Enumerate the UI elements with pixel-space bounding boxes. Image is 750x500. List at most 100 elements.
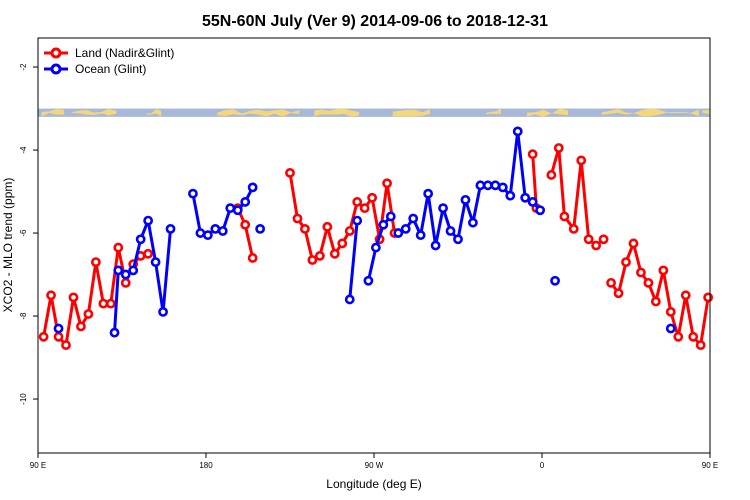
data-point — [53, 331, 64, 342]
data-point — [468, 217, 478, 228]
strip-land-patch — [486, 108, 501, 115]
data-point — [430, 240, 441, 251]
data-point — [98, 298, 109, 309]
data-point — [680, 290, 691, 301]
data-point — [83, 309, 94, 319]
strip-land-patch — [527, 108, 569, 117]
data-point — [482, 180, 493, 191]
data-point — [46, 290, 56, 301]
data-point — [225, 203, 236, 214]
y-tick-label: -8 — [19, 312, 28, 320]
data-point — [576, 155, 587, 166]
data-point — [598, 234, 609, 245]
data-point — [527, 197, 538, 207]
data-point — [636, 267, 646, 278]
land-ocean-strip — [38, 108, 710, 117]
data-point — [128, 265, 139, 276]
data-point — [363, 275, 374, 286]
data-point — [490, 180, 501, 191]
x-axis-label: Longitude (deg E) — [326, 477, 421, 491]
data-point — [202, 230, 213, 241]
data-point — [143, 215, 154, 226]
data-point — [68, 292, 79, 303]
data-point — [292, 213, 303, 224]
data-point — [408, 213, 419, 224]
data-point — [113, 242, 124, 253]
legend-label-land: Land (Nadir&Glint) — [75, 46, 174, 60]
series-line — [236, 207, 255, 259]
series-land — [38, 143, 714, 350]
data-point — [322, 221, 333, 232]
strip-ocean-band — [38, 108, 710, 117]
strip-land-patch — [314, 108, 360, 117]
data-point — [158, 306, 168, 317]
data-point — [232, 205, 243, 216]
data-point — [53, 323, 64, 334]
data-point — [165, 223, 176, 234]
strip-land-patch — [71, 108, 117, 116]
data-point — [559, 211, 570, 222]
data-point — [665, 323, 676, 334]
data-point — [195, 228, 206, 238]
data-point — [445, 226, 456, 236]
data-point — [527, 149, 538, 160]
data-point — [613, 288, 624, 299]
data-point — [382, 178, 392, 189]
data-point — [217, 226, 228, 236]
data-point — [370, 242, 381, 253]
legend-entry-ocean: Ocean (Glint) — [44, 62, 146, 76]
plot-frame — [37, 37, 711, 454]
data-point — [550, 275, 560, 286]
data-point — [460, 194, 471, 205]
y-tick-label: -4 — [19, 146, 28, 154]
data-point — [90, 257, 101, 267]
data-point — [643, 277, 654, 288]
data-point — [210, 223, 221, 234]
y-tick-label: -2 — [19, 63, 28, 71]
data-point — [300, 223, 310, 234]
data-point — [240, 219, 251, 230]
data-point — [497, 182, 508, 193]
strip-land-patch — [702, 109, 710, 116]
data-point — [378, 219, 389, 230]
data-point — [568, 223, 579, 234]
data-point — [38, 331, 49, 342]
data-point — [393, 228, 404, 238]
data-point — [61, 340, 71, 350]
series-layer — [38, 126, 714, 350]
x-tick-label: 180 — [199, 461, 213, 470]
data-point — [703, 292, 714, 303]
data-point — [535, 205, 546, 216]
legend-entry-land: Land (Nadir&Glint) — [44, 46, 174, 60]
data-point — [583, 234, 594, 245]
data-point — [76, 321, 86, 332]
data-point — [143, 248, 154, 259]
x-tick-label: 90 E — [702, 461, 718, 470]
legend: Land (Nadir&Glint) Ocean (Glint) — [44, 46, 174, 76]
data-point — [352, 197, 363, 207]
data-point — [621, 257, 631, 267]
data-point — [553, 143, 564, 153]
data-point — [591, 240, 602, 251]
data-point — [113, 265, 124, 276]
data-point — [105, 298, 116, 309]
data-point — [120, 277, 131, 288]
data-point — [438, 203, 448, 214]
data-point — [247, 182, 258, 193]
y-tick-label: -10 — [19, 393, 28, 405]
data-point — [512, 126, 523, 137]
y-axis-label: XCO2 - MLO trend (ppm) — [1, 178, 15, 313]
data-point — [337, 238, 348, 249]
data-point — [520, 192, 531, 203]
data-point — [120, 269, 131, 280]
data-point — [695, 340, 706, 350]
data-point — [135, 234, 146, 245]
series-line — [397, 129, 542, 247]
y-tick-label: -6 — [19, 229, 28, 237]
data-point — [367, 192, 378, 203]
strip-land-patch — [41, 109, 65, 117]
data-point — [650, 296, 661, 307]
data-point — [546, 170, 557, 180]
series-ocean — [53, 126, 676, 338]
